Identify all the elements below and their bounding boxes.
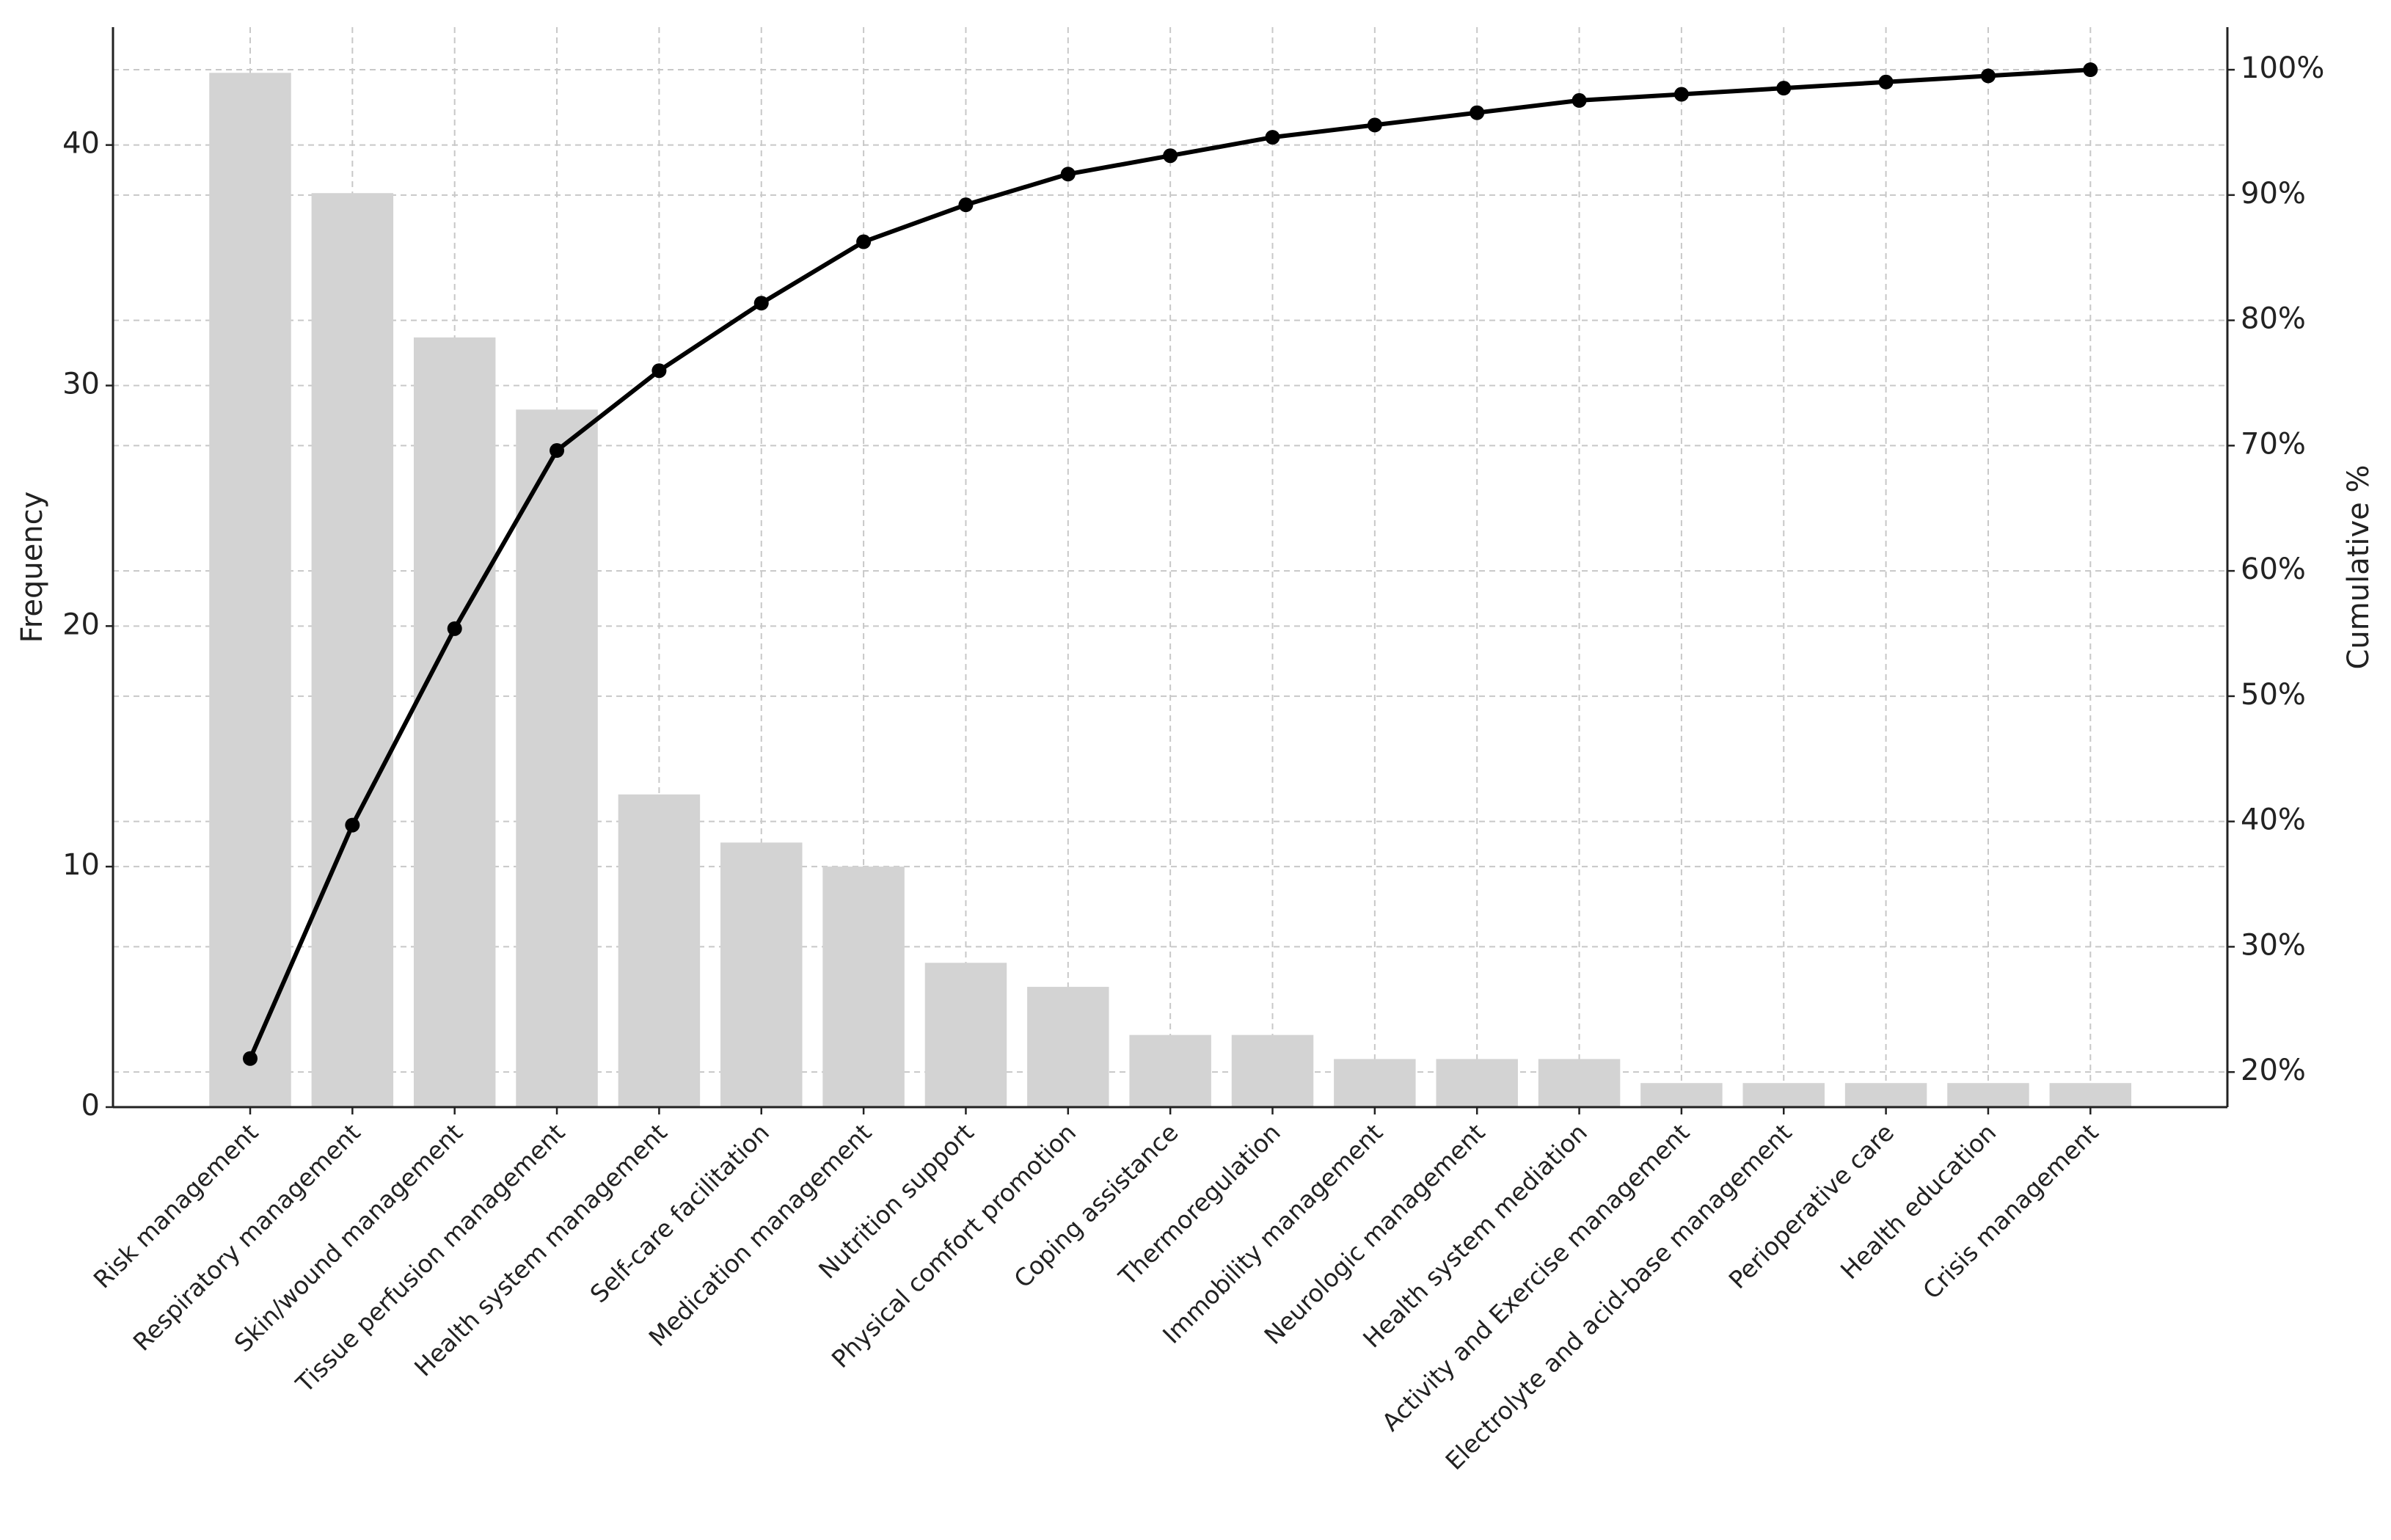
y2-tick-label: 80% <box>2241 302 2306 336</box>
y-tick-label: 30 <box>62 367 100 401</box>
line-marker <box>1265 130 1280 145</box>
line-marker <box>651 363 667 379</box>
bar <box>1334 1059 1416 1107</box>
bar <box>209 73 291 1107</box>
x-tick-label: Crisis management <box>1917 1118 2104 1305</box>
bar <box>924 963 1007 1107</box>
bar <box>822 866 905 1107</box>
bar <box>1947 1083 2029 1107</box>
line-marker <box>1980 68 1996 84</box>
line-marker <box>1776 81 1792 96</box>
bar <box>1640 1083 1723 1107</box>
bar <box>1129 1034 1211 1107</box>
line-marker <box>1878 74 1894 90</box>
line-marker <box>1060 167 1076 182</box>
line-marker <box>1470 105 1485 120</box>
y2-axis-label: Cumulative % <box>2342 464 2376 669</box>
x-tick-label: Immobility management <box>1157 1118 1388 1349</box>
bar <box>413 337 496 1108</box>
y2-tick-label: 30% <box>2241 928 2306 962</box>
line-marker <box>1367 117 1382 133</box>
bar <box>618 794 701 1107</box>
y-tick-label: 40 <box>62 127 100 161</box>
bar <box>311 193 394 1107</box>
y2-tick-label: 40% <box>2241 803 2306 837</box>
y2-tick-label: 60% <box>2241 552 2306 586</box>
x-tick-label: Risk management <box>88 1118 264 1294</box>
y-tick-label: 20 <box>62 607 100 641</box>
line-marker <box>243 1051 258 1066</box>
line-marker <box>1572 92 1587 108</box>
line-marker <box>753 296 769 311</box>
bar <box>1844 1083 1927 1107</box>
y-axis-label: Frequency <box>15 492 49 643</box>
bar <box>516 409 598 1107</box>
line-marker <box>345 817 360 833</box>
bar <box>1027 987 1109 1107</box>
line-marker <box>447 621 462 636</box>
y2-tick-label: 100% <box>2241 51 2324 85</box>
bar <box>720 842 803 1107</box>
line-marker <box>958 197 974 213</box>
line-marker <box>2083 62 2098 78</box>
y2-tick-label: 90% <box>2241 177 2306 211</box>
x-tick-label: Self-care facilitation <box>585 1118 775 1309</box>
bar <box>1538 1059 1621 1107</box>
y-tick-label: 10 <box>62 848 100 882</box>
bar <box>1436 1059 1518 1107</box>
bar <box>1231 1034 1314 1107</box>
line-marker <box>856 234 872 249</box>
bar <box>1742 1083 1825 1107</box>
line-marker <box>550 443 565 459</box>
line-marker <box>1673 87 1689 102</box>
bar <box>2049 1083 2132 1107</box>
y2-tick-label: 50% <box>2241 678 2306 712</box>
line-marker <box>1163 148 1178 164</box>
x-tick-label: Electrolyte and acid-base management <box>1439 1118 1797 1475</box>
y-tick-label: 0 <box>81 1089 100 1123</box>
y2-tick-label: 20% <box>2241 1054 2306 1087</box>
y2-tick-label: 70% <box>2241 427 2306 461</box>
